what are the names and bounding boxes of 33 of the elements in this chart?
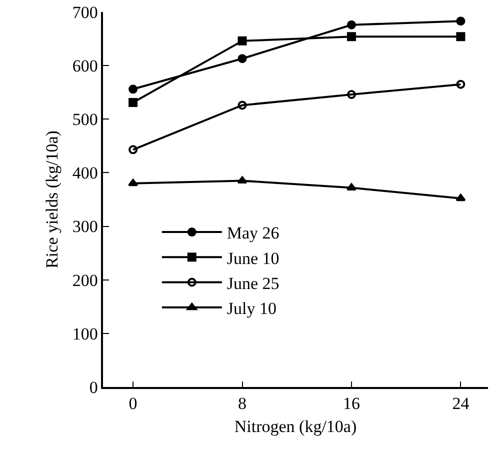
y-tick-label: 300 xyxy=(72,217,98,236)
point xyxy=(128,178,138,186)
point xyxy=(456,80,466,89)
legend-label: June 10 xyxy=(226,248,280,268)
point xyxy=(238,36,247,46)
point xyxy=(128,84,138,94)
x-tick-label: 0 xyxy=(128,394,138,414)
point xyxy=(237,176,248,184)
point xyxy=(346,32,356,42)
point xyxy=(238,100,247,110)
x-tick-label: 16 xyxy=(342,394,360,414)
y-tick-label: 0 xyxy=(89,378,98,397)
x-tick-label: 24 xyxy=(452,394,470,414)
y-tick-label: 600 xyxy=(72,56,98,76)
point xyxy=(128,145,138,154)
y-axis-title: Rice yields (kg/10a) xyxy=(42,130,62,268)
point xyxy=(346,90,356,99)
point xyxy=(456,194,466,202)
y-tick-label: 100 xyxy=(72,324,98,344)
y-tick-label: 500 xyxy=(72,110,98,130)
legend-label: May 26 xyxy=(226,224,280,243)
y-tick-label: 700 xyxy=(72,2,98,22)
point xyxy=(238,54,247,64)
point xyxy=(128,98,138,108)
y-tick-label: 200 xyxy=(72,270,98,290)
legend-label: June 25 xyxy=(226,274,280,293)
legend-label: July 10 xyxy=(226,298,276,318)
y-tick-label: 400 xyxy=(72,164,98,183)
x-axis-title: Nitrogen (kg/10a) xyxy=(234,417,357,436)
point xyxy=(456,16,466,26)
point xyxy=(456,32,466,42)
x-tick-label: 8 xyxy=(238,394,247,414)
point xyxy=(346,20,356,30)
